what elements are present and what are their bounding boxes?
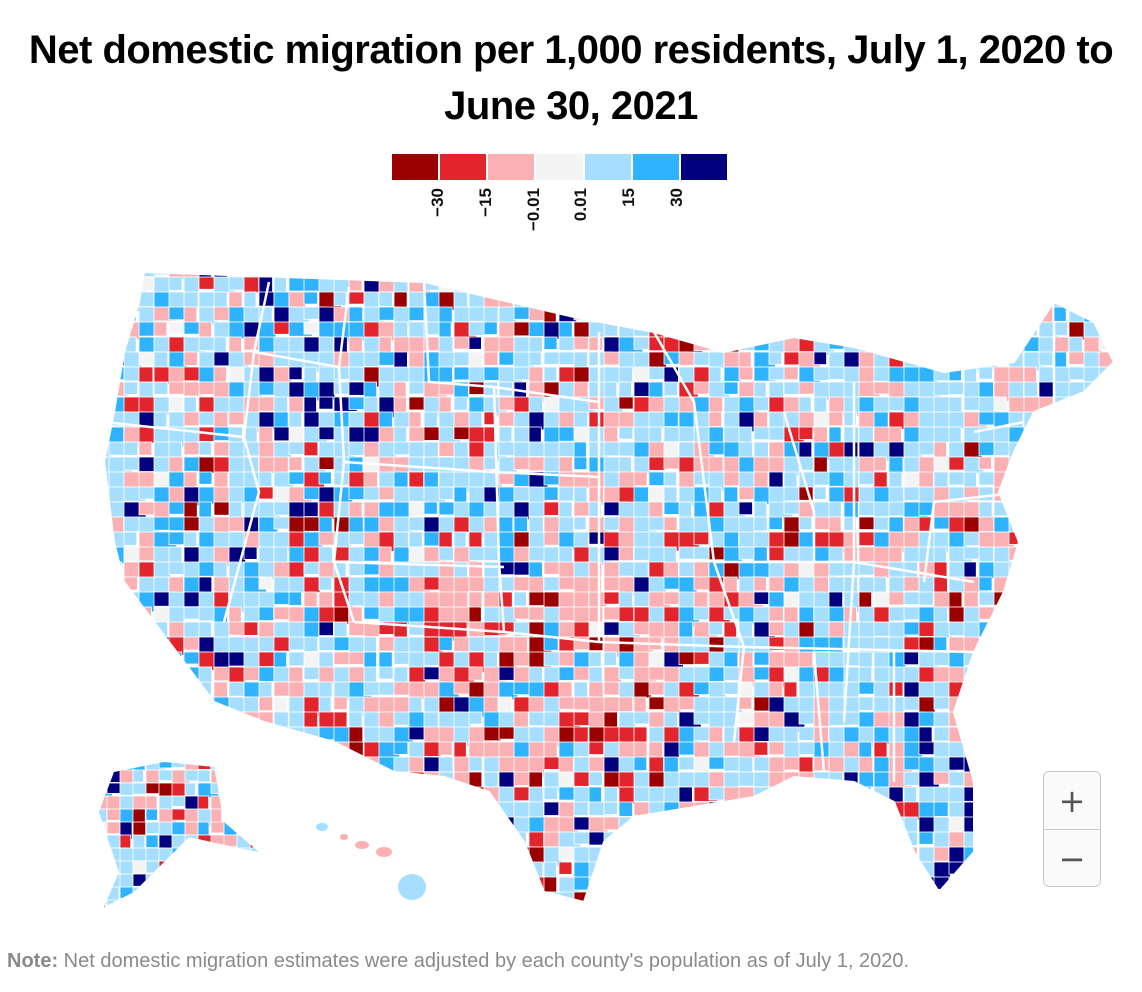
legend-tick-label: 15 — [619, 188, 639, 207]
legend-color-bins — [392, 154, 727, 180]
legend-tick-label: 0.01 — [571, 188, 591, 222]
zoom-out-button[interactable]: − — [1058, 839, 1086, 878]
hawaii-inset — [316, 823, 426, 900]
note-text: Net domestic migration estimates were ad… — [58, 950, 910, 972]
choropleth-map[interactable] — [94, 262, 1124, 912]
legend-tick-label: −15 — [475, 188, 495, 217]
conus-outline — [102, 270, 1116, 904]
legend-bin-5 — [632, 154, 681, 180]
zoom-in-button[interactable]: + — [1044, 772, 1100, 830]
legend-tick-label: −30 — [427, 188, 447, 217]
state-borders — [103, 281, 1056, 782]
legend-bin-2 — [488, 154, 537, 180]
us-county-map[interactable] — [94, 262, 1124, 912]
legend-bin-6 — [680, 154, 727, 180]
legend-tick-label: 30 — [667, 188, 687, 207]
contiguous-states — [104, 272, 1114, 902]
legend-bin-1 — [440, 154, 489, 180]
legend-bin-4 — [584, 154, 633, 180]
color-legend: −30 −15 −0.01 0.01 15 30 — [392, 154, 727, 244]
note-label: Note: — [7, 950, 59, 972]
alaska-inset — [99, 762, 259, 907]
legend-bin-3 — [536, 154, 585, 180]
legend-tick-label: −0.01 — [523, 188, 543, 232]
zoom-control: + − — [1043, 771, 1101, 887]
legend-bin-0 — [392, 154, 441, 180]
footnote: Note: Net domestic migration estimates w… — [7, 950, 909, 973]
chart-title: Net domestic migration per 1,000 residen… — [28, 28, 1114, 128]
